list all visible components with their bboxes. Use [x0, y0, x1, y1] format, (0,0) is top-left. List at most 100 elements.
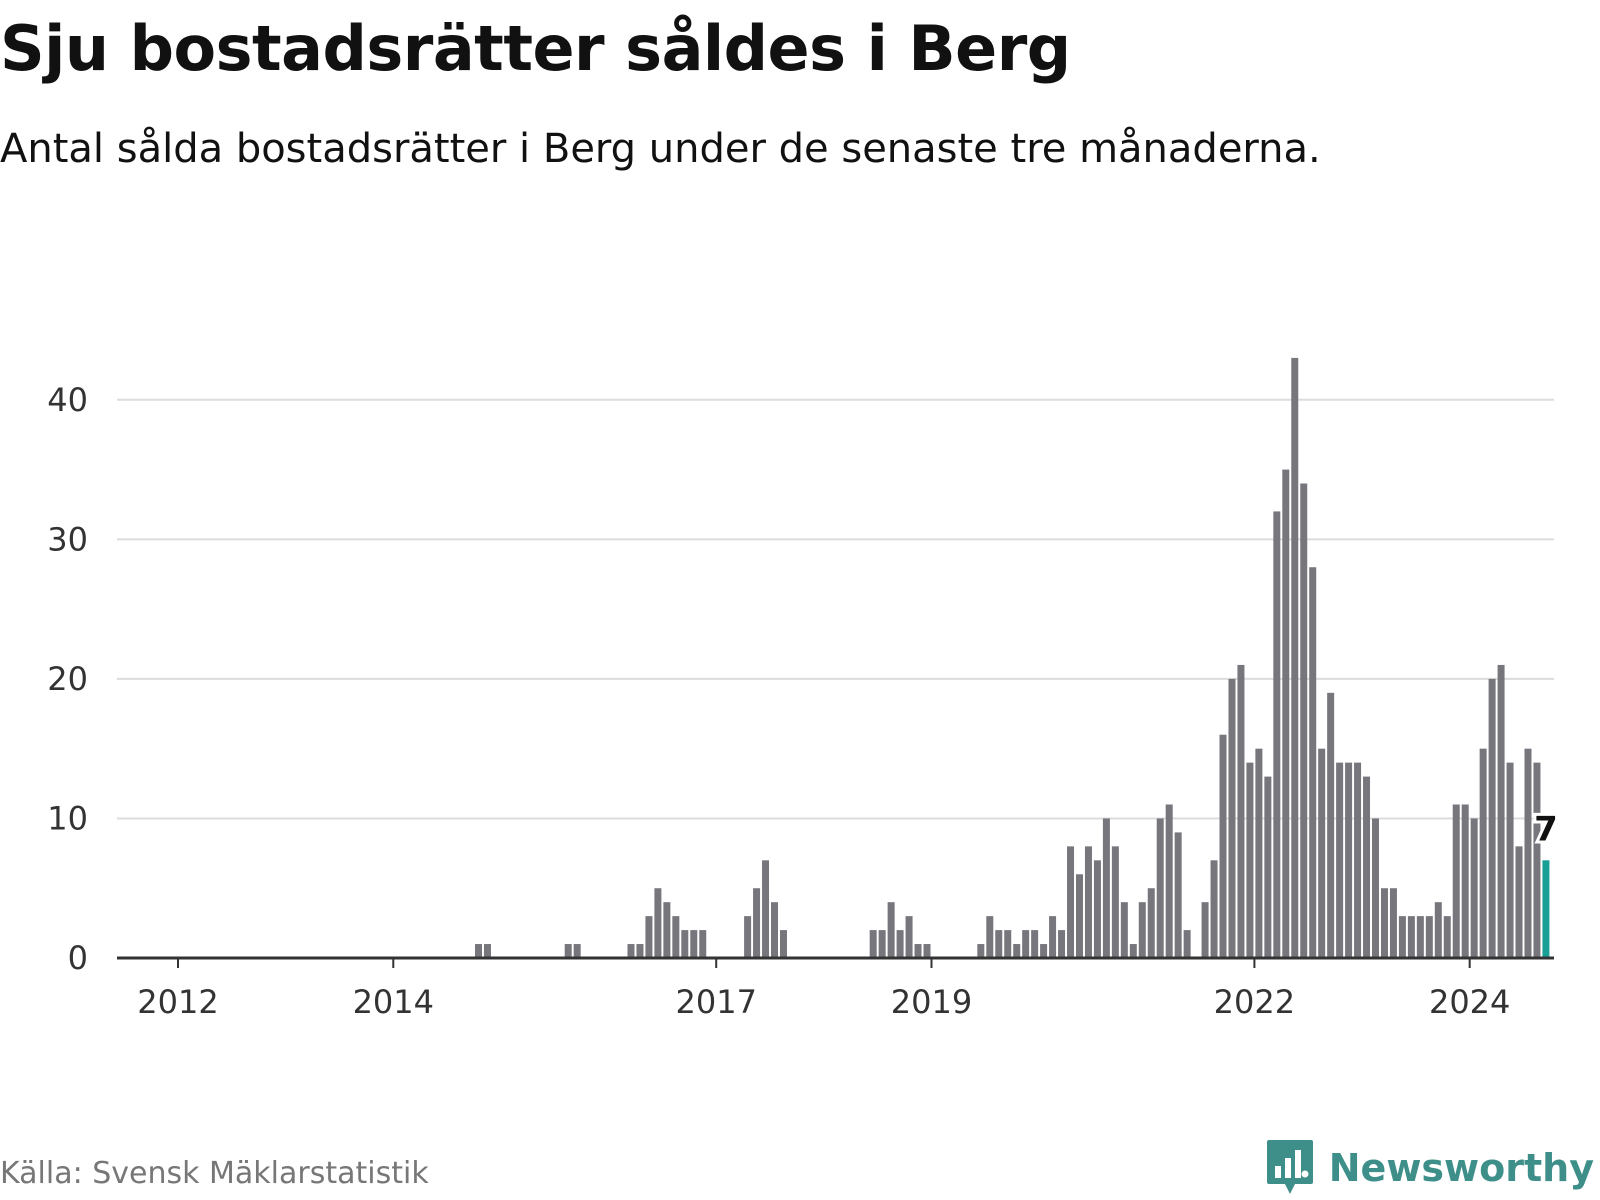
brand-name: Newsworthy	[1328, 1146, 1594, 1190]
bar	[1515, 846, 1523, 958]
x-tick-label: 2024	[1429, 983, 1510, 1021]
bar	[1219, 734, 1227, 958]
y-tick-label: 0	[68, 939, 88, 977]
x-tick-label: 2012	[137, 983, 218, 1021]
y-tick-label: 20	[47, 660, 88, 698]
bar	[896, 930, 904, 958]
chart-title: Sju bostadsrätter såldes i Berg	[0, 12, 1071, 85]
bar	[1470, 818, 1478, 958]
bar	[1093, 860, 1101, 958]
bar	[645, 916, 653, 958]
bar	[905, 916, 913, 958]
bar	[1434, 902, 1442, 958]
bar	[1372, 818, 1379, 958]
x-tick-label: 2014	[353, 983, 434, 1021]
bar	[1273, 511, 1281, 958]
bar	[771, 902, 779, 958]
bars	[475, 357, 1550, 958]
bar	[1156, 818, 1164, 958]
bar	[1506, 762, 1514, 958]
bar	[744, 916, 752, 958]
bar	[762, 860, 770, 958]
bar	[1336, 762, 1344, 958]
bar	[1533, 762, 1541, 958]
bar	[1398, 916, 1406, 958]
y-axis-ticks: 0 10 20 30 40	[47, 381, 88, 977]
bar	[1479, 748, 1487, 958]
bar	[1291, 357, 1299, 958]
bar	[1497, 664, 1505, 958]
bar	[1461, 804, 1469, 958]
bar	[1067, 846, 1075, 958]
y-tick-label: 30	[47, 520, 88, 558]
bar	[627, 944, 635, 958]
bar	[887, 902, 895, 958]
bar	[1013, 944, 1021, 958]
bar	[977, 944, 985, 958]
bar	[1318, 748, 1326, 958]
bar	[681, 930, 689, 958]
bar	[1452, 804, 1460, 958]
bar	[1363, 776, 1371, 958]
chart-subtitle: Antal sålda bostadsrätter i Berg under d…	[0, 126, 1321, 172]
bar	[779, 930, 787, 958]
bar	[690, 930, 698, 958]
bar	[1183, 930, 1191, 958]
bar	[1111, 846, 1119, 958]
y-tick-label: 40	[47, 381, 88, 419]
bar	[1255, 748, 1263, 958]
bar	[1058, 930, 1066, 958]
bar	[1407, 916, 1415, 958]
bar	[914, 944, 922, 958]
y-tick-label: 10	[47, 799, 88, 837]
bar	[1389, 888, 1397, 958]
bar	[878, 930, 886, 958]
bar	[1201, 902, 1209, 958]
bar	[1174, 832, 1182, 958]
bar	[573, 944, 581, 958]
bar	[1004, 930, 1012, 958]
highlight-value-label: 7	[1534, 809, 1558, 849]
bar	[1345, 762, 1353, 958]
bar	[654, 888, 662, 958]
bar	[1147, 888, 1155, 958]
bar	[1524, 748, 1532, 958]
bar	[1488, 678, 1496, 958]
bar	[1246, 762, 1254, 958]
bar	[1380, 888, 1388, 958]
bar	[753, 888, 761, 958]
bar	[869, 930, 877, 958]
source-credit: Källa: Svensk Mäklarstatistik	[0, 1156, 429, 1191]
bar	[672, 916, 680, 958]
x-tick-label: 2022	[1214, 983, 1295, 1021]
bar	[663, 902, 671, 958]
bar	[1120, 902, 1128, 958]
x-axis-ticks: 2012 2014 2017 2019 2022 2024	[137, 958, 1510, 1021]
bar	[986, 916, 994, 958]
bar	[475, 944, 482, 958]
x-tick-label: 2019	[891, 983, 972, 1021]
brand-logo[interactable]: Newsworthy	[1265, 1138, 1594, 1198]
bar	[1102, 818, 1110, 958]
bar	[1031, 930, 1039, 958]
bar	[1210, 860, 1218, 958]
bar	[1425, 916, 1433, 958]
bar	[1282, 469, 1290, 958]
bar	[483, 944, 491, 958]
bar	[1129, 944, 1137, 958]
bar	[923, 944, 931, 958]
bar	[1300, 483, 1308, 958]
gridlines	[117, 398, 1554, 820]
bar-chart-logo-icon	[1266, 1140, 1313, 1194]
bar	[1264, 776, 1272, 958]
bar	[1075, 874, 1083, 958]
bar	[995, 930, 1003, 958]
bar	[699, 930, 707, 958]
bar	[1443, 916, 1451, 958]
bar	[1084, 846, 1092, 958]
bar	[1354, 762, 1362, 958]
bar	[564, 944, 572, 958]
x-tick-label: 2017	[675, 983, 756, 1021]
bar	[1228, 678, 1236, 958]
